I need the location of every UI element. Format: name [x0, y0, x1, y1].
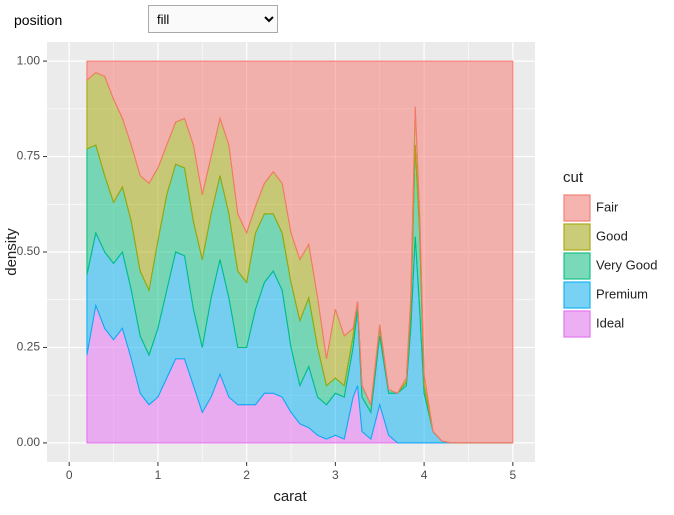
legend-label: Good	[596, 228, 628, 243]
position-select[interactable]: fill	[148, 5, 278, 33]
legend-swatch	[563, 194, 591, 222]
x-axis-label: carat	[273, 488, 307, 505]
y-tick-label: 0.00	[17, 435, 41, 449]
y-tick-label: 0.75	[17, 149, 41, 163]
legend-swatch	[563, 310, 591, 338]
legend-label: Fair	[596, 199, 619, 214]
x-tick-label: 2	[243, 468, 250, 482]
y-axis-label: density	[3, 228, 20, 276]
y-tick-label: 0.25	[17, 340, 41, 354]
x-tick-label: 1	[155, 468, 162, 482]
y-tick-label: 0.50	[17, 244, 41, 258]
legend-swatch	[563, 281, 591, 309]
legend-swatch	[563, 223, 591, 251]
x-tick-label: 5	[509, 468, 516, 482]
legend-title: cut	[563, 169, 584, 186]
control-label: position	[14, 12, 63, 28]
x-tick-label: 3	[332, 468, 339, 482]
x-tick-label: 0	[66, 468, 73, 482]
legend-label: Premium	[596, 286, 648, 301]
legend-label: Very Good	[596, 257, 657, 272]
x-tick-label: 4	[421, 468, 428, 482]
legend-label: Ideal	[596, 315, 624, 330]
y-tick-label: 1.00	[17, 53, 41, 67]
legend-swatch	[563, 252, 591, 280]
area	[86, 60, 514, 444]
